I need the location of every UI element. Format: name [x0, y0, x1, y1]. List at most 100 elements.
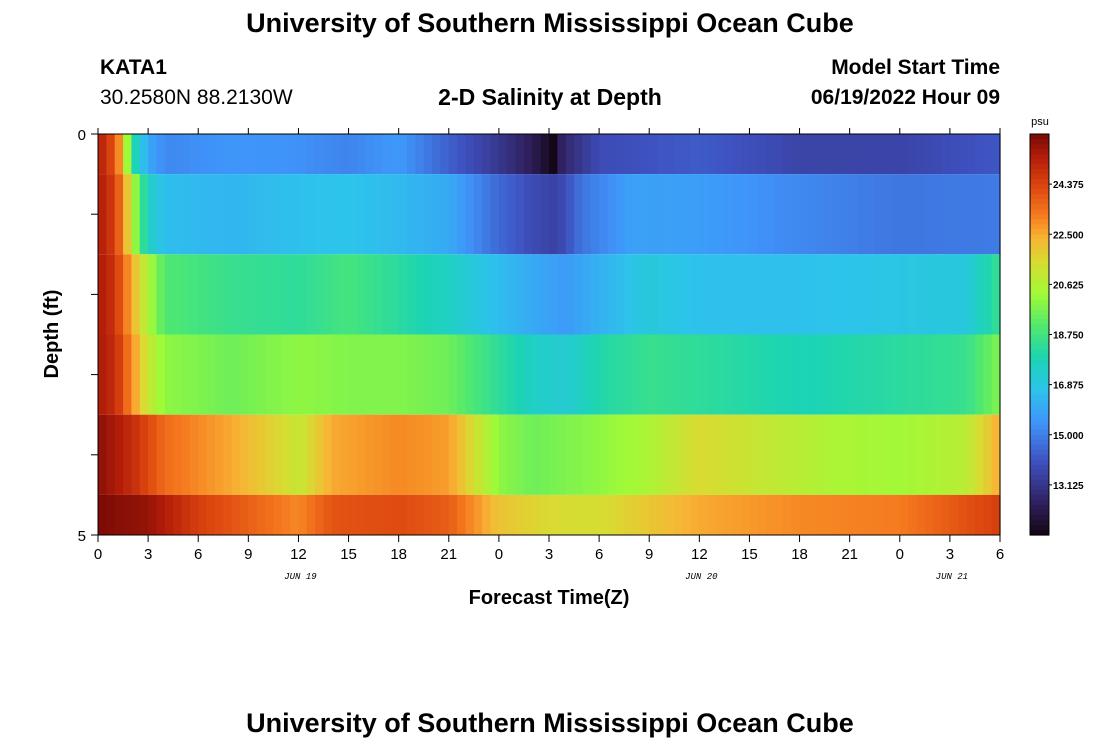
heatmap-cell — [482, 134, 492, 175]
heatmap-cell — [582, 414, 592, 495]
heatmap-cell — [532, 414, 542, 495]
heatmap-cell — [599, 134, 609, 175]
heatmap-cell — [824, 414, 834, 495]
colorbar-cell — [1030, 144, 1049, 150]
heatmap-cell — [265, 254, 274, 335]
heatmap-cell — [791, 254, 801, 335]
heatmap-cell — [223, 414, 233, 495]
heatmap-cell — [423, 494, 433, 535]
heatmap-cell — [682, 334, 692, 415]
heatmap-cell — [574, 494, 584, 535]
colorbar-cell — [1030, 409, 1049, 416]
heatmap-cell — [574, 254, 584, 335]
heatmap-cell — [874, 494, 884, 535]
heatmap-cell — [991, 134, 1001, 175]
heatmap-cell — [373, 254, 383, 335]
heatmap-cell — [123, 494, 133, 535]
heatmap-cell — [415, 494, 425, 535]
heatmap-cell — [649, 334, 659, 415]
heatmap-cell — [883, 174, 893, 255]
heatmap-cell — [590, 414, 600, 495]
heatmap-cell — [724, 494, 734, 535]
heatmap-cell — [448, 174, 458, 255]
heatmap-cell — [640, 334, 650, 415]
colorbar-cell — [1030, 434, 1049, 441]
colorbar-cell — [1030, 404, 1049, 411]
heatmap-cell — [273, 334, 283, 415]
heatmap-cell — [858, 254, 867, 335]
heatmap-cell — [465, 334, 475, 415]
heatmap-cell — [615, 414, 625, 495]
heatmap-cell — [189, 134, 199, 175]
colorbar-cell — [1030, 379, 1049, 386]
heatmap-cell — [540, 254, 550, 335]
heatmap-cell — [674, 414, 684, 495]
heatmap-cell — [323, 494, 333, 535]
colorbar-cell — [1030, 454, 1049, 461]
colorbar-cell — [1030, 374, 1049, 381]
heatmap-cell — [891, 134, 901, 175]
heatmap-cell — [473, 494, 483, 535]
heatmap-cell — [640, 254, 650, 335]
heatmap-cell — [123, 334, 133, 415]
chart-title: 2-D Salinity at Depth — [438, 84, 662, 110]
colorbar-cell — [1030, 349, 1049, 356]
heatmap-cell — [356, 174, 366, 255]
heatmap-cell — [933, 414, 943, 495]
heatmap-cell — [724, 254, 734, 335]
heatmap-cell — [482, 174, 492, 255]
colorbar-tick-label: 18.750 — [1053, 331, 1084, 342]
heatmap-cell — [432, 174, 442, 255]
y-tick-label: 5 — [78, 528, 86, 545]
heatmap-cell — [674, 254, 684, 335]
heatmap-cell — [883, 494, 893, 535]
colorbar-cell — [1030, 149, 1049, 155]
heatmap-cell — [532, 254, 542, 335]
heatmap-cell — [858, 134, 867, 175]
y-tick-label: 0 — [78, 127, 86, 144]
heatmap-cell — [473, 334, 483, 415]
heatmap-cell — [340, 494, 350, 535]
heatmap-cell — [256, 334, 266, 415]
heatmap-cell — [707, 334, 717, 415]
heatmap-cell — [239, 414, 249, 495]
heatmap-cell — [682, 254, 692, 335]
heatmap-cell — [98, 414, 107, 495]
heatmap-cell — [281, 334, 291, 415]
heatmap-cell — [123, 414, 133, 495]
heatmap-cell — [849, 334, 859, 415]
heatmap-cell — [782, 134, 792, 175]
heatmap-cell — [841, 414, 851, 495]
heatmap-cell — [532, 334, 542, 415]
heatmap-cell — [624, 134, 634, 175]
heatmap-cell — [916, 334, 926, 415]
heatmap-cell — [590, 134, 600, 175]
heatmap-cell — [615, 254, 625, 335]
heatmap-cell — [949, 254, 959, 335]
heatmap-cell — [549, 134, 558, 175]
heatmap-cell — [139, 254, 149, 335]
heatmap-cell — [816, 174, 826, 255]
heatmap-cell — [331, 494, 341, 535]
heatmap-cell — [515, 254, 525, 335]
heatmap-cell — [315, 254, 325, 335]
heatmap-cell — [181, 254, 191, 335]
heatmap-cell — [156, 414, 166, 495]
heatmap-cell — [791, 134, 801, 175]
heatmap-cell — [707, 254, 717, 335]
heatmap-cell — [148, 174, 158, 255]
heatmap-cell — [949, 494, 959, 535]
colorbar-cell — [1030, 464, 1049, 471]
heatmap-cell — [766, 494, 776, 535]
heatmap-cell — [223, 254, 233, 335]
heatmap-cell — [574, 414, 584, 495]
heatmap-cell — [849, 414, 859, 495]
heatmap-cell — [298, 174, 308, 255]
heatmap-cell — [482, 254, 492, 335]
heatmap-cell — [716, 494, 725, 535]
heatmap-cell — [590, 254, 600, 335]
heatmap-cell — [774, 254, 784, 335]
heatmap-cell — [415, 174, 425, 255]
heatmap-cell — [782, 334, 792, 415]
x-tick-label: 12 — [691, 546, 708, 563]
